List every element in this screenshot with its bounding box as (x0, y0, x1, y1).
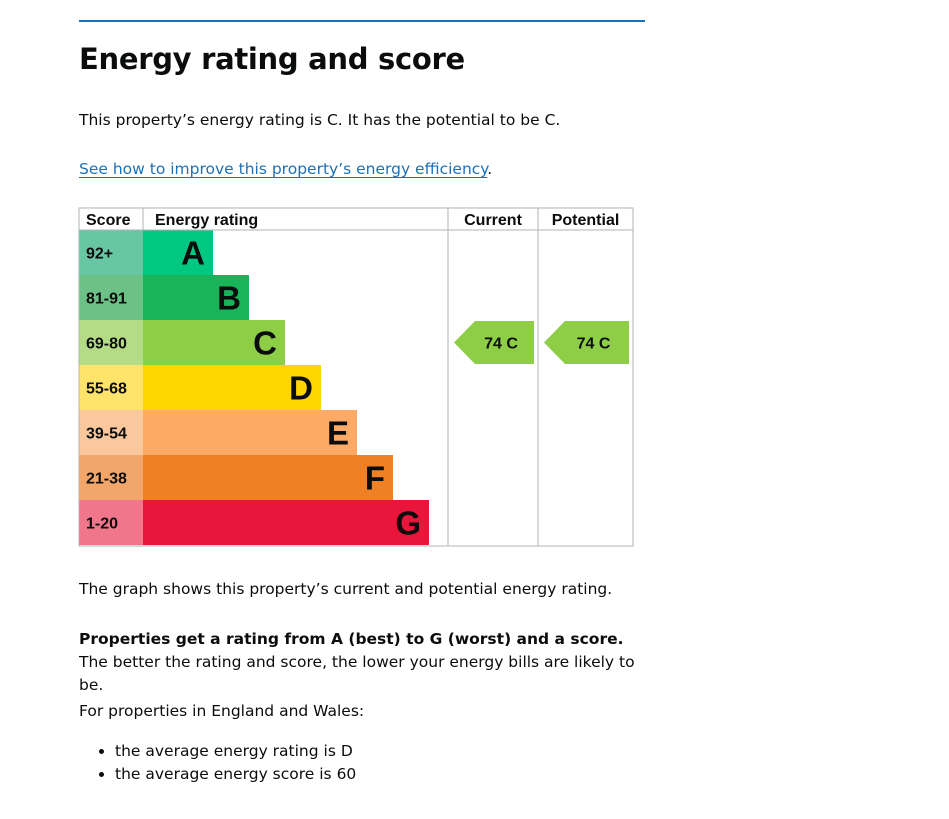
list-item: the average energy rating is D (115, 740, 356, 763)
score-cell-a (79, 230, 143, 275)
rating-letter-a: A (181, 235, 205, 272)
score-range-g: 1-20 (86, 516, 118, 533)
score-cell-b (79, 275, 143, 320)
score-range-a: 92+ (86, 246, 113, 263)
rating-letter-e: E (327, 415, 349, 452)
score-range-b: 81-91 (86, 291, 127, 308)
rating-bar-c (143, 320, 285, 365)
energy-rating-chart: Score Energy rating Current Potential 92+ A 81… (78, 207, 634, 547)
page-title: Energy rating and score (79, 42, 465, 76)
score-range-e: 39-54 (86, 426, 127, 443)
current-rating-label: 74 C (484, 336, 518, 353)
current-rating-arrow (454, 321, 534, 364)
improve-efficiency-link[interactable]: See how to improve this property’s energ… (79, 160, 488, 178)
header-energy-rating: Energy rating (155, 212, 258, 229)
rating-letter-b: B (217, 280, 241, 317)
improve-paragraph: See how to improve this property’s energ… (79, 158, 492, 181)
score-range-c: 69-80 (86, 336, 127, 353)
rating-explanation-rest: The better the rating and score, the low… (79, 653, 635, 694)
header-potential: Potential (552, 212, 620, 229)
rating-summary: This property’s energy rating is C. It h… (79, 111, 561, 129)
score-cell-d (79, 365, 143, 410)
score-range-d: 55-68 (86, 381, 127, 398)
rating-letter-c: C (253, 325, 277, 362)
rating-bar-d (143, 365, 321, 410)
section-top-rule (79, 20, 645, 22)
rating-explanation-bold: Properties get a rating from A (best) to… (79, 630, 624, 648)
rating-letter-d: D (289, 370, 313, 407)
header-score: Score (86, 212, 131, 229)
rating-bar-g (143, 500, 429, 545)
region-intro: For properties in England and Wales: (79, 702, 365, 720)
chart-frame (78, 207, 634, 547)
rating-bar-a (143, 230, 213, 275)
list-item: the average energy score is 60 (115, 763, 356, 786)
rating-bar-b (143, 275, 249, 320)
rating-bar-e (143, 410, 357, 455)
score-cell-c (79, 320, 143, 365)
rating-letter-g: G (395, 505, 421, 542)
rating-explanation: Properties get a rating from A (best) to… (79, 628, 649, 697)
potential-rating-label: 74 C (577, 336, 611, 353)
rating-letter-f: F (365, 460, 385, 497)
graph-caption: The graph shows this property’s current … (79, 580, 613, 598)
improve-link-suffix: . (487, 160, 493, 178)
score-cell-f (79, 455, 143, 500)
score-cell-g (79, 500, 143, 545)
rating-bar-f (143, 455, 393, 500)
potential-rating-arrow (544, 321, 629, 364)
averages-list: the average energy rating is D the avera… (79, 740, 356, 786)
score-cell-e (79, 410, 143, 455)
score-range-f: 21-38 (86, 471, 127, 488)
header-current: Current (464, 212, 522, 229)
